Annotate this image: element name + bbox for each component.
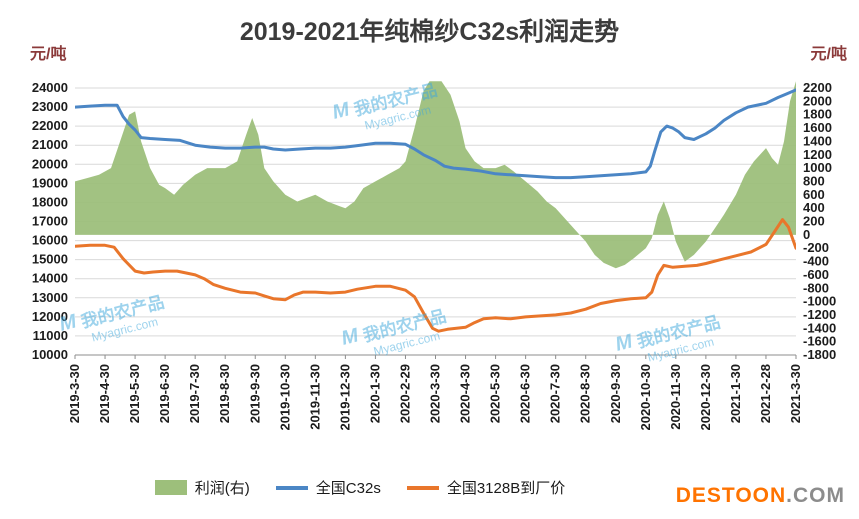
svg-text:-1200: -1200 — [803, 307, 836, 322]
legend-item-c32s: 全国C32s — [275, 477, 381, 498]
svg-text:14000: 14000 — [32, 271, 68, 286]
legend-item-3128b: 全国3128B到厂价 — [406, 477, 566, 498]
svg-text:2020-12-30: 2020-12-30 — [698, 364, 713, 431]
svg-text:2020-3-30: 2020-3-30 — [428, 364, 443, 423]
svg-text:2021-2-28: 2021-2-28 — [758, 364, 773, 423]
legend-label-c32s: 全国C32s — [315, 480, 381, 497]
c32s-line-swatch — [275, 485, 308, 490]
svg-text:-1600: -1600 — [803, 334, 836, 349]
svg-text:13000: 13000 — [32, 290, 68, 305]
svg-text:2019-10-30: 2019-10-30 — [277, 364, 292, 431]
svg-text:2019-11-30: 2019-11-30 — [307, 364, 322, 430]
svg-text:2019-7-30: 2019-7-30 — [187, 364, 202, 423]
svg-text:-800: -800 — [803, 280, 829, 295]
svg-text:-200: -200 — [803, 240, 829, 255]
svg-text:21000: 21000 — [32, 137, 68, 152]
svg-text:19000: 19000 — [32, 175, 68, 190]
svg-text:-1000: -1000 — [803, 294, 836, 309]
profit-area-swatch — [154, 480, 187, 495]
svg-text:2021-1-30: 2021-1-30 — [728, 364, 743, 423]
left-axis-unit: 元/吨 — [30, 46, 67, 63]
svg-text:2019-8-30: 2019-8-30 — [217, 364, 232, 423]
svg-text:2020-2-29: 2020-2-29 — [397, 364, 412, 423]
svg-text:-400: -400 — [803, 254, 829, 269]
svg-text:1200: 1200 — [803, 147, 832, 162]
svg-text:1800: 1800 — [803, 107, 832, 122]
svg-text:11000: 11000 — [33, 328, 68, 343]
svg-text:2020-1-30: 2020-1-30 — [367, 364, 382, 423]
right-axis-unit: 元/吨 — [810, 46, 847, 63]
svg-text:24000: 24000 — [32, 80, 68, 95]
svg-text:1400: 1400 — [803, 133, 832, 148]
svg-text:800: 800 — [803, 173, 825, 188]
svg-text:2020-5-30: 2020-5-30 — [488, 364, 503, 423]
svg-text:2019-3-30: 2019-3-30 — [67, 364, 82, 423]
svg-text:-1800: -1800 — [803, 347, 836, 362]
chart-title: 2019-2021年纯棉纱C32s利润走势 — [239, 18, 620, 46]
svg-text:0: 0 — [803, 227, 810, 242]
svg-text:1000: 1000 — [803, 160, 832, 175]
legend-label-profit: 利润(右) — [194, 480, 250, 497]
chart-legend: 利润(右) 全国C32s 全国3128B到厂价 — [0, 477, 720, 498]
svg-text:2019-5-30: 2019-5-30 — [127, 364, 142, 423]
svg-text:20000: 20000 — [32, 156, 68, 171]
line-series — [75, 218, 796, 333]
svg-text:2020-10-30: 2020-10-30 — [638, 364, 653, 431]
svg-text:200: 200 — [803, 214, 825, 229]
svg-text:2020-11-30: 2020-11-30 — [668, 364, 683, 430]
svg-text:17000: 17000 — [32, 214, 68, 229]
svg-text:2000: 2000 — [803, 93, 832, 108]
line-series — [75, 88, 796, 180]
svg-text:-1400: -1400 — [803, 320, 836, 335]
svg-text:2020-8-30: 2020-8-30 — [578, 364, 593, 423]
svg-text:2020-7-30: 2020-7-30 — [548, 364, 563, 423]
svg-text:2020-6-30: 2020-6-30 — [518, 364, 533, 423]
svg-text:16000: 16000 — [32, 233, 68, 248]
svg-text:2019-9-30: 2019-9-30 — [247, 364, 262, 423]
svg-text:2020-9-30: 2020-9-30 — [608, 364, 623, 423]
svg-text:12000: 12000 — [32, 309, 68, 324]
svg-text:23000: 23000 — [32, 99, 68, 114]
svg-text:2021-3-30: 2021-3-30 — [788, 364, 803, 423]
legend-item-profit: 利润(右) — [154, 477, 250, 498]
svg-text:400: 400 — [803, 200, 825, 215]
svg-text:-600: -600 — [803, 267, 829, 282]
svg-text:18000: 18000 — [32, 194, 68, 209]
destoon-suffix: .COM — [786, 484, 845, 507]
destoon-logo: DESTOON.COM — [676, 484, 845, 508]
legend-label-3128b: 全国3128B到厂价 — [446, 480, 566, 497]
svg-text:22000: 22000 — [32, 118, 68, 133]
svg-text:10000: 10000 — [32, 347, 68, 362]
svg-text:2200: 2200 — [803, 80, 832, 95]
svg-text:2019-12-30: 2019-12-30 — [337, 364, 352, 431]
svg-text:1600: 1600 — [803, 120, 832, 135]
profit-area-series — [75, 81, 796, 269]
svg-text:2019-6-30: 2019-6-30 — [157, 364, 172, 423]
svg-text:2019-4-30: 2019-4-30 — [97, 364, 112, 423]
cotton-line-swatch — [406, 485, 439, 490]
svg-text:2020-4-30: 2020-4-30 — [458, 364, 473, 423]
svg-text:15000: 15000 — [32, 252, 68, 267]
svg-text:600: 600 — [803, 187, 825, 202]
destoon-name: DESTOON — [675, 484, 787, 507]
